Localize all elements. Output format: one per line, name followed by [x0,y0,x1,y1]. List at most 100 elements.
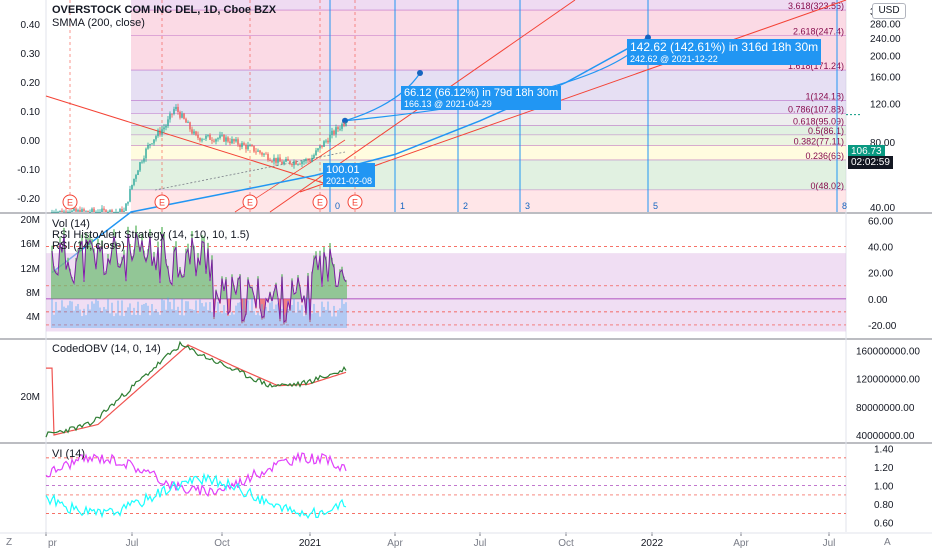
ma-legend-label[interactable]: SMMA (200, close) [52,17,145,29]
countdown-badge: 02:02:59 [848,156,893,169]
rsi-hist-bar [155,267,157,299]
volume-bar [65,308,67,328]
rsi-right-tick-4: -20.00 [868,321,897,332]
volume-bar [269,303,271,328]
price-candle-body [211,140,212,141]
volume-bar [119,316,121,328]
rsi-hist-bar [131,256,133,299]
rsi-hist-bar [345,280,347,299]
rsi-hist-bar [95,266,97,299]
price-candle-body [79,210,80,212]
price-candle-body [81,209,82,212]
volume-bar [121,300,123,328]
price-candle-body [221,135,222,136]
price-candle-body [331,131,332,135]
price-candle-body [57,212,58,213]
rsi-right-tick-3: 0.00 [868,295,888,306]
volume-bar [75,306,77,328]
price-candle-body [157,130,158,136]
price-candle-body [215,139,216,141]
price-candle-body [191,129,192,133]
volume-bar [53,315,55,328]
vi-right-tick-3: 0.80 [874,500,894,511]
time-tick-0: pr [48,538,58,549]
time-tick-3: 2021 [299,538,322,549]
volume-bar [173,299,175,328]
volume-bar [319,317,321,328]
price-candle-body [165,126,166,128]
volume-bar [153,311,155,328]
rsi-left-tick-0: 20M [21,215,40,226]
price-candle-body [315,150,316,155]
price-candle-body [291,164,292,165]
price-candle-body [101,209,102,212]
volume-bar [337,310,339,328]
volume-bar [133,308,135,328]
annotation-target2-title: 142.62 (142.61%) in 316d 18h 30m [630,40,818,54]
price-right-tick-4: 160.00 [870,72,901,83]
rsi-hist-bar [195,274,197,299]
rsi-hist-bar [321,286,323,299]
auto-scale-a[interactable]: A [884,537,891,548]
obv-signal-line [46,345,346,435]
rsi-hist-bar [105,271,107,299]
volume-bar [149,315,151,328]
volume-bar [217,302,219,328]
volume-bar [67,305,69,328]
volume-bar [301,305,303,328]
volume-bar [227,316,229,328]
price-candle-body [333,131,334,134]
volume-bar [143,304,145,328]
vi-right-tick-2: 1.00 [874,482,894,493]
rsi-hist-bar [205,271,207,299]
time-fib-label-0: 0 [335,201,340,211]
price-right-tick-5: 120.00 [870,100,901,111]
price-candle-body [151,143,152,144]
price-candle-body [345,124,346,126]
currency-button[interactable]: USD [872,3,906,19]
price-candle-body [183,114,184,119]
chart-title[interactable]: OVERSTOCK COM INC DEL, 1D, Cboe BZX [52,4,276,16]
price-candle-body [179,112,180,118]
price-candle-body [173,109,174,114]
volume-bar [239,302,241,328]
rsi-hist-bar [145,257,147,298]
price-candle-body [319,146,320,149]
price-candle-body [185,119,186,123]
volume-bar [123,316,125,328]
volume-bar [197,313,199,328]
price-candle-body [287,159,288,161]
volume-bar [77,304,79,328]
volume-bar [81,316,83,328]
rsi-hist-bar [119,264,121,299]
price-candle-body [203,139,204,140]
time-tick-4: Apr [387,538,403,549]
price-right-tick-7: 40.00 [870,203,895,214]
price-candle-body [115,212,116,213]
price-candle-body [281,162,282,165]
rsi-hist-bar [125,279,127,299]
volume-bar [189,309,191,328]
log-toggle-z[interactable]: Z [6,537,12,548]
volume-bar [85,315,87,328]
volume-bar [177,307,179,328]
price-candle-body [125,204,126,211]
time-tick-5: Jul [474,538,487,549]
rsi-hist-bar [139,247,141,299]
price-candle-body [167,119,168,125]
rsi-hist-bar [103,272,105,299]
price-candle-body [273,158,274,161]
price-candle-body [295,161,296,164]
price-candle-body [89,212,90,213]
volume-bar [225,313,227,328]
price-candle-body [245,145,246,149]
volume-bar [249,311,251,328]
price-right-tick-2: 240.00 [870,34,901,45]
obv-left-tick-0: 20M [21,392,40,403]
price-candle-body [341,124,342,129]
price-candle-body [253,146,254,152]
price-candle-body [109,210,110,212]
start-point [342,118,348,124]
price-candle-body [235,139,236,141]
